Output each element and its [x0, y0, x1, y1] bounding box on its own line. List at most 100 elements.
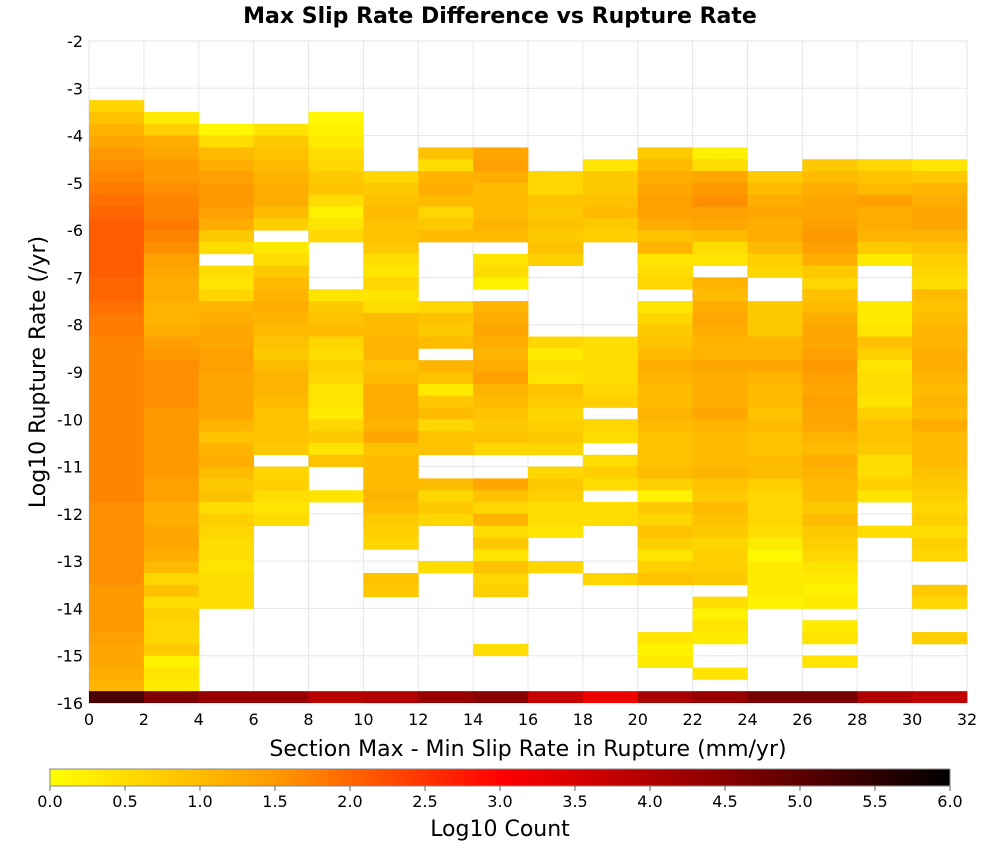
- heatmap-cell: [253, 419, 309, 432]
- heatmap-cell: [637, 561, 694, 574]
- heatmap-cell: [582, 395, 639, 408]
- heatmap-cell: [637, 466, 694, 479]
- heatmap-cell: [912, 549, 968, 562]
- heatmap-cell: [857, 182, 913, 196]
- heatmap-cell: [912, 454, 968, 467]
- heatmap-cell: [473, 230, 529, 243]
- heatmap-cell: [89, 135, 145, 148]
- heatmap-cell: [89, 419, 145, 432]
- colorbar-tick-label: 5.5: [862, 792, 887, 811]
- y-axis-label: Log10 Rupture Rate (/yr): [26, 236, 51, 508]
- heatmap-cell: [89, 454, 145, 467]
- heatmap-cell: [198, 537, 255, 550]
- heatmap-cell: [857, 431, 913, 444]
- heatmap-cell: [198, 513, 255, 527]
- heatmap-cell: [473, 561, 529, 574]
- heatmap-cell: [253, 171, 309, 184]
- heatmap-cell: [747, 513, 803, 527]
- heatmap-cell: [418, 502, 474, 515]
- heatmap-cell: [637, 336, 694, 349]
- heatmap-cell: [308, 171, 364, 184]
- heatmap-cell: [637, 348, 694, 361]
- heatmap-cell: [637, 265, 694, 278]
- heatmap-cell: [857, 194, 913, 207]
- heatmap-cell: [363, 194, 419, 207]
- heatmap-cell: [582, 572, 639, 586]
- heatmap-cell: [143, 525, 200, 538]
- heatmap-cell: [89, 478, 145, 491]
- heatmap-cell: [582, 454, 639, 467]
- heatmap-cell: [582, 431, 639, 444]
- heatmap-cell: [363, 372, 419, 385]
- heatmap-cell: [89, 336, 145, 349]
- heatmap-cell: [473, 643, 529, 657]
- heatmap-cell: [253, 206, 309, 219]
- heatmap-cell: [363, 253, 419, 267]
- heatmap-cell: [198, 182, 255, 196]
- heatmap-cell: [89, 147, 145, 160]
- heatmap-cell: [637, 312, 694, 326]
- heatmap-cell: [363, 419, 419, 432]
- heatmap-cell: [143, 620, 200, 633]
- heatmap-cell: [143, 419, 200, 432]
- heatmap-cell: [418, 372, 474, 385]
- colorbar-tick-label: 4.0: [637, 792, 662, 811]
- heatmap-cell: [747, 478, 803, 491]
- heatmap-cell: [747, 182, 803, 196]
- heatmap-cell: [363, 691, 419, 703]
- heatmap-cell: [308, 419, 364, 432]
- colorbar-tick-label: 4.5: [712, 792, 737, 811]
- y-tick-label: -13: [57, 552, 83, 571]
- heatmap-cell: [692, 490, 748, 503]
- heatmap-cell: [637, 277, 694, 290]
- heatmap-cell: [692, 454, 748, 467]
- y-tick-label: -11: [57, 458, 83, 477]
- heatmap-cell: [692, 182, 748, 196]
- heatmap-cell: [89, 159, 145, 172]
- heatmap-cell: [89, 643, 145, 657]
- heatmap-cell: [253, 218, 309, 231]
- colorbar-tick-label: 0.0: [37, 792, 62, 811]
- y-tick-label: -14: [57, 599, 83, 618]
- heatmap-cell: [802, 218, 858, 231]
- heatmap-cell: [912, 525, 968, 538]
- heatmap-cell: [198, 348, 255, 361]
- heatmap-cell: [857, 490, 913, 503]
- heatmap-cell: [692, 277, 748, 290]
- heatmap-cell: [363, 230, 419, 243]
- heatmap-cell: [308, 182, 364, 196]
- y-tick-label: -4: [67, 127, 83, 146]
- heatmap-cell: [198, 123, 255, 136]
- heatmap-cell: [253, 312, 309, 326]
- heatmap-cell: [363, 572, 419, 586]
- heatmap-cell: [198, 596, 255, 609]
- heatmap-cell: [473, 502, 529, 515]
- heatmap-cell: [363, 360, 419, 373]
- heatmap-cell: [473, 513, 529, 527]
- heatmap-cell: [143, 537, 200, 550]
- heatmap-cell: [89, 372, 145, 385]
- heatmap-cell: [363, 490, 419, 503]
- heatmap-cell: [198, 194, 255, 207]
- heatmap-cell: [912, 584, 968, 598]
- heatmap-cell: [473, 431, 529, 444]
- heatmap-cell: [528, 525, 584, 538]
- heatmap-cell: [89, 312, 145, 326]
- heatmap-cell: [363, 171, 419, 184]
- heatmap-cell: [747, 372, 803, 385]
- y-tick-label: -3: [67, 79, 83, 98]
- heatmap-cell: [198, 466, 255, 479]
- heatmap-cell: [473, 584, 529, 598]
- heatmap-cell: [582, 372, 639, 385]
- heatmap-cell: [473, 407, 529, 420]
- heatmap-cell: [473, 277, 529, 290]
- heatmap-cell: [802, 372, 858, 385]
- heatmap-cell: [692, 241, 748, 255]
- heatmap-cell: [747, 691, 803, 703]
- heatmap-cell: [473, 525, 529, 538]
- heatmap-cell: [582, 419, 639, 432]
- heatmap-cell: [143, 442, 200, 456]
- heatmap-cell: [143, 596, 200, 609]
- colorbar-tick-label: 3.5: [562, 792, 587, 811]
